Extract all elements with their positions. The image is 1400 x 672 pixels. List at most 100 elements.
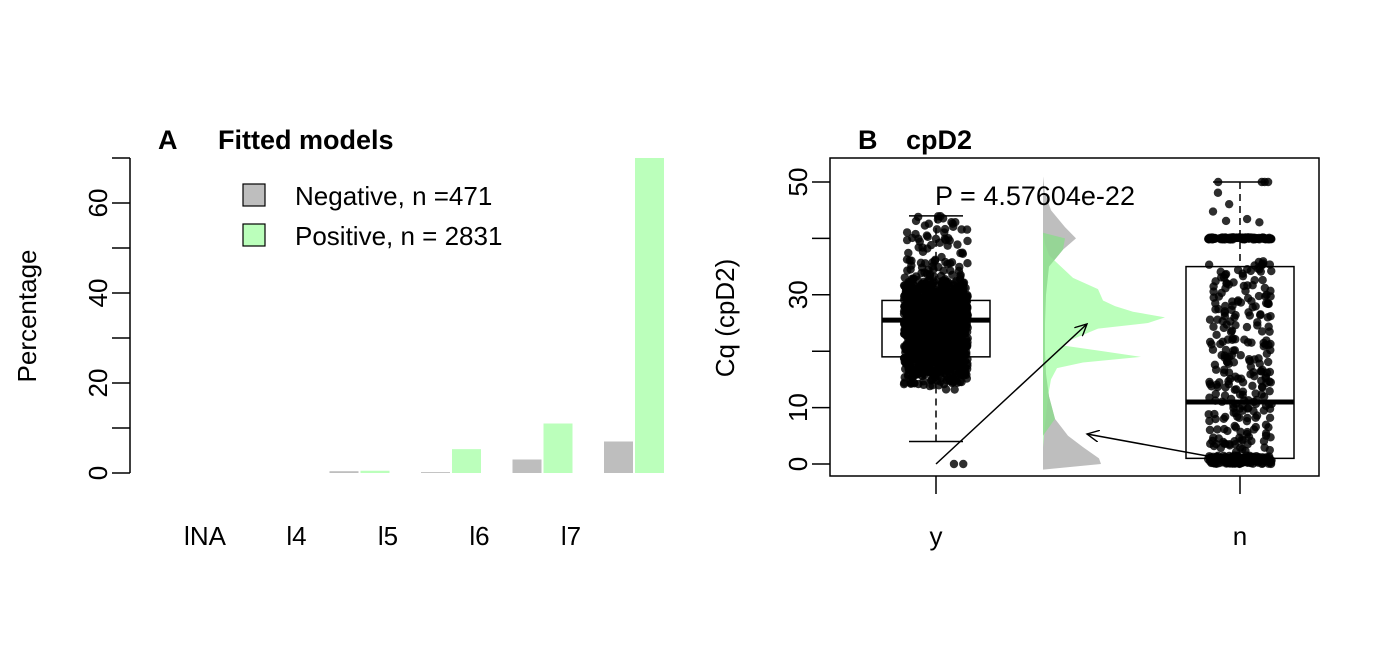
point-n (1221, 412, 1230, 422)
point-y (900, 373, 909, 382)
point-y (954, 266, 964, 276)
point-y (948, 219, 957, 228)
point-y (954, 320, 963, 330)
point-n (1253, 264, 1262, 273)
point-n (1230, 421, 1239, 431)
point-y (919, 377, 928, 386)
legend-label-negative: Negative, n =471 (295, 181, 492, 211)
point-y (901, 342, 910, 351)
legend-swatch-positive (242, 223, 266, 247)
point-y (958, 295, 968, 305)
point-n (1222, 279, 1231, 288)
point-n (1257, 459, 1267, 469)
point-n (1239, 281, 1249, 291)
panel-a-y-tick-label: 40 (83, 279, 113, 308)
point-n (1221, 216, 1231, 226)
point-y (931, 234, 941, 244)
point-n (1263, 234, 1272, 244)
point-y (946, 284, 956, 293)
point-n (1242, 214, 1252, 224)
point-y (934, 381, 944, 390)
panel-b-jitter-points (899, 177, 1276, 469)
point-y (902, 228, 912, 237)
panel-b-letter: B (858, 125, 878, 155)
point-y (955, 331, 965, 340)
point-y (963, 258, 972, 268)
point-y (900, 273, 909, 282)
point-n (1231, 399, 1241, 408)
point-n (1220, 353, 1230, 363)
panel-a-category-label-l4: l4 (286, 521, 306, 551)
point-n (1244, 396, 1253, 405)
point-n (1231, 440, 1240, 449)
point-n (1204, 260, 1214, 269)
point-n (1210, 360, 1220, 369)
point-y (960, 349, 969, 358)
point-n (1225, 439, 1234, 449)
panel-b-y-tick-label: 50 (783, 168, 813, 197)
point-n (1265, 260, 1275, 269)
point-n (1245, 356, 1254, 366)
point-n (1254, 291, 1264, 301)
point-y (919, 277, 929, 287)
point-n (1213, 425, 1222, 434)
point-y (899, 281, 909, 290)
point-y (935, 363, 944, 372)
panel-a-category-labels: lNA l4 l5 l6 l7 (184, 521, 581, 551)
point-y (912, 329, 921, 339)
point-y (943, 309, 953, 318)
point-n (1243, 427, 1252, 437)
point-n (1243, 265, 1252, 274)
panel-a-title: Fitted models (218, 125, 394, 155)
point-y (949, 377, 958, 386)
point-n (1212, 330, 1221, 340)
point-y (954, 282, 963, 292)
panel-b-y-ticks: 0 10 30 50 (783, 168, 830, 471)
point-n (1207, 382, 1216, 391)
point-y (944, 369, 954, 378)
point-y (923, 232, 932, 241)
point-y (907, 261, 916, 270)
point-y (940, 234, 950, 243)
point-n (1224, 359, 1233, 369)
point-n (1208, 207, 1218, 216)
point-y (911, 286, 920, 296)
point-y (955, 310, 965, 319)
point-n (1235, 413, 1244, 422)
point-n (1245, 311, 1254, 320)
point-y (914, 345, 923, 355)
point-n (1256, 310, 1265, 320)
panel-b-plot-frame (829, 157, 1320, 477)
point-n (1265, 386, 1274, 396)
point-y (959, 459, 968, 469)
point-n (1266, 286, 1275, 296)
point-n (1257, 327, 1267, 336)
point-n (1228, 301, 1237, 310)
point-y (904, 248, 913, 258)
point-y (910, 306, 919, 315)
point-n (1215, 378, 1224, 387)
point-y (930, 372, 940, 381)
point-y (940, 318, 950, 327)
point-n (1264, 340, 1273, 350)
point-y (902, 358, 911, 367)
point-y (957, 225, 966, 234)
point-n (1257, 390, 1266, 399)
bar-l6-positive (543, 423, 573, 473)
panel-b-density-curves (1043, 165, 1165, 470)
point-n (1211, 396, 1220, 405)
point-n (1213, 315, 1222, 324)
panel-a-y-tick-label: 60 (83, 189, 113, 218)
legend-swatch-negative (242, 183, 266, 207)
point-n (1266, 311, 1275, 321)
point-n (1265, 327, 1274, 336)
point-y (923, 363, 933, 372)
point-n (1243, 440, 1252, 449)
panel-a-y-tick-label: 0 (83, 466, 113, 480)
panel-a-category-label-l5: l5 (378, 521, 398, 551)
point-n (1263, 357, 1273, 367)
panel-b-y-tick-label: 10 (783, 393, 813, 422)
point-y (922, 269, 932, 279)
